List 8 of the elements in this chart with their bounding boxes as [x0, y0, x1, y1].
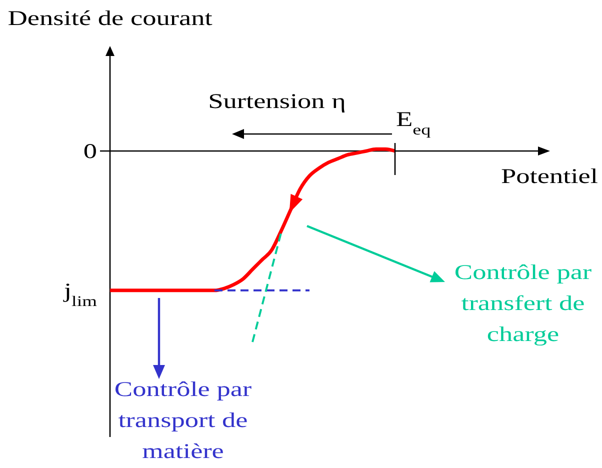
text: Contrôle par transport de matière	[114, 378, 252, 464]
text: 0	[83, 140, 97, 164]
text: E$_{eq}$	[396, 108, 432, 138]
x-axis-title: Potentiel	[500, 164, 598, 188]
annotation: Contrôle par transfert de charge	[454, 260, 592, 346]
text: Surtension η	[208, 90, 346, 114]
text: j$_{lim}$	[62, 279, 97, 310]
text: Densité de courant	[8, 6, 213, 30]
